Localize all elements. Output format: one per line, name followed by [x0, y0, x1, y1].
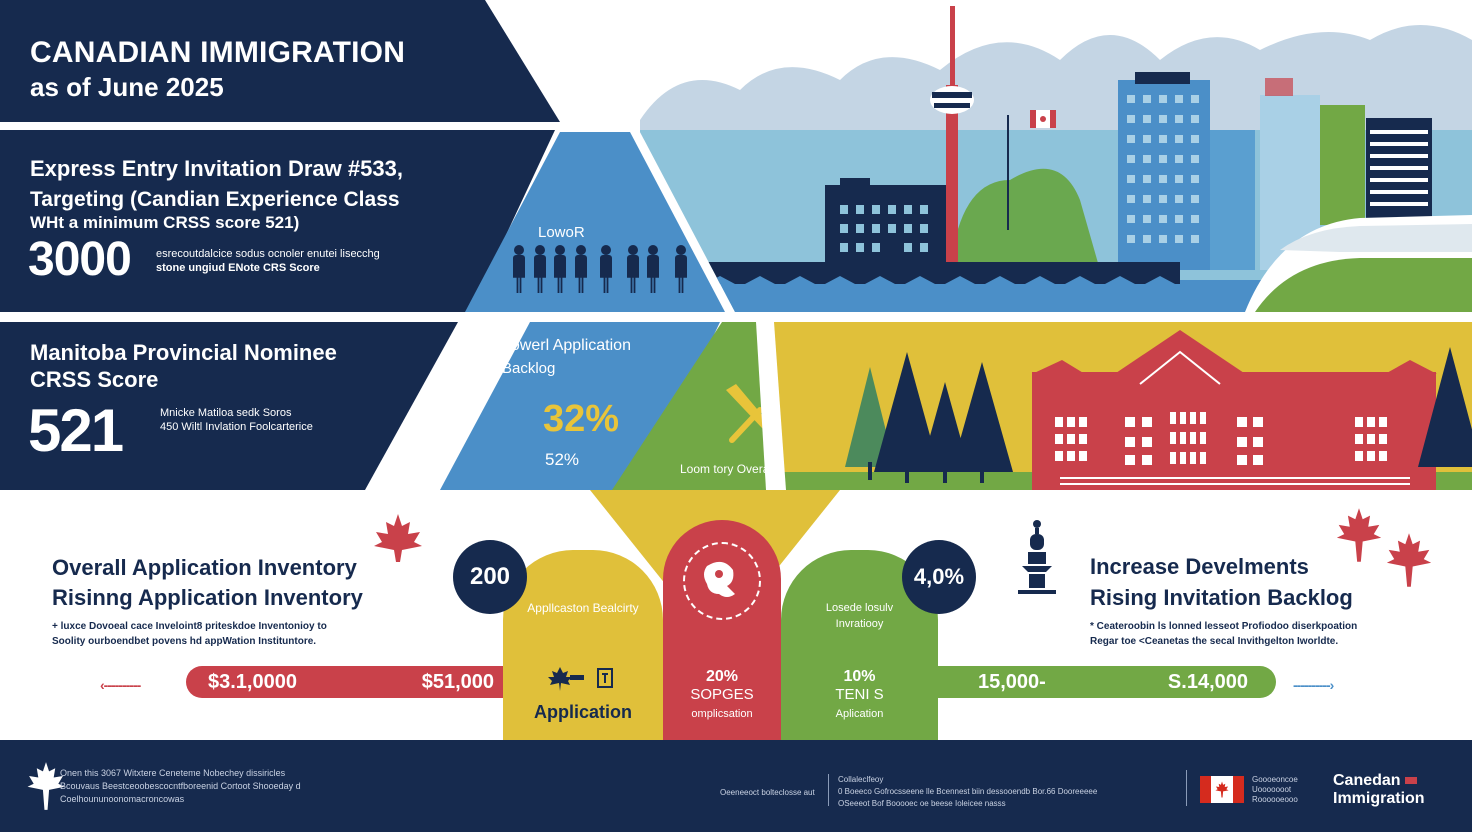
flag-mini-icon [1405, 777, 1418, 785]
column-title: Losede losulv Invratiooy [825, 602, 894, 630]
maple-leaf-icon [1335, 505, 1383, 570]
person-icon [600, 245, 612, 293]
arrow-right-icon: ‑‑‑‑‑‑‑‑‑‑› [1293, 677, 1334, 693]
backlog-percent-badge: 4,0% [902, 540, 976, 614]
footer: Onen this 3067 Witxtere Ceneteme Nobeche… [0, 740, 1472, 832]
brand-line-1: Canedan [1333, 772, 1425, 790]
manitoba-subtitle: CRSS Score [30, 367, 159, 392]
sources-percent: 20% [705, 668, 739, 685]
express-entry-score-note: WHt a minimum CRSS score 521) [30, 213, 300, 232]
backlog-subtitle: Backlog [502, 360, 556, 377]
inventory-range-end: $51,000 [421, 670, 494, 693]
express-entry-panel [0, 130, 555, 312]
application-backlog-column: Appllcaston Bealcirty Application [503, 550, 663, 740]
maple-leaf-icon [26, 760, 66, 817]
legislature-illustration [770, 322, 1472, 490]
inventory-range-start: $3.1,0000 [208, 670, 297, 693]
footer-divider [1186, 770, 1187, 806]
manitoba-score: 521 [28, 397, 124, 464]
arrow-left-icon: ‹‑‑‑‑‑‑‑‑‑‑ [100, 677, 141, 693]
footer-disclaimer: Onen this 3067 Witxtere Ceneteme Nobeche… [60, 768, 301, 804]
inventory-caption: Aplication [835, 708, 884, 720]
profile-face-icon [683, 542, 761, 620]
monument-icon [1012, 518, 1062, 605]
backlog-green-label: Loom tory Overall [680, 462, 775, 476]
footer-source-label: Oeeneeoct bolteclosse aut [720, 788, 815, 797]
page-subtitle: as of June 2025 [30, 72, 224, 102]
brand-logo: Canedan Immigration [1333, 772, 1425, 808]
footer-divider [828, 774, 829, 806]
inventory-percent: 10% [843, 668, 876, 685]
person-icon [675, 245, 687, 293]
inventory-label: TENI S [835, 686, 884, 703]
person-icon [534, 245, 546, 293]
invitation-range-end: S.14,000 [1167, 670, 1248, 693]
sources-column: 20% SOPGES omplicsation [663, 520, 781, 740]
canada-flag-icon [1200, 776, 1244, 803]
maple-leaf-icon [372, 512, 424, 569]
sources-label: SOPGES [690, 686, 754, 703]
sources-caption: omplicsation [691, 708, 753, 720]
backlog-percent: 32% [543, 398, 620, 440]
invitation-range-bar: 15,000- S.14,000 [936, 666, 1276, 698]
inventory-title: Overall Application Inventory [52, 555, 357, 580]
backlog-title: Lowerl Application [502, 337, 631, 354]
invitation-backlog-title: Increase Develments [1090, 554, 1309, 579]
manitoba-description: Mnicke Matiloa sedk Soros 450 Wiltl Invl… [160, 407, 313, 433]
brand-line-2: Immigration [1333, 790, 1425, 807]
express-entry-invitations-count: 3000 [28, 233, 132, 286]
inventory-range-bar: $3.1,0000 $51,000 [186, 666, 516, 698]
backlog-secondary-percent: 52% [545, 450, 580, 469]
header-panel [0, 0, 560, 122]
person-icon [554, 245, 566, 293]
person-icon [575, 245, 587, 293]
express-entry-subtitle: Targeting (Candian Experience Class [30, 188, 400, 211]
person-icon [513, 245, 525, 293]
inventory-description: + luxce Dovoeal cace Inveloint8 priteskd… [52, 621, 327, 647]
footer-source-details: Collaleclfeoy 0 Boeeco Gofrocsseene lle … [838, 775, 1098, 808]
invitation-backlog-subtitle: Rising Invitation Backlog [1090, 585, 1353, 610]
page-title: CANADIAN IMMIGRATION [30, 36, 406, 69]
column-label: Application [534, 702, 632, 722]
inventory-subtitle: Risinng Application Inventory [52, 585, 363, 610]
city-skyline-illustration [640, 0, 1472, 312]
person-icon [647, 245, 659, 293]
manitoba-title: Manitoba Provincial Nominee [30, 340, 337, 365]
invitation-range-start: 15,000- [978, 670, 1046, 693]
maple-leaf-document-icon [548, 665, 618, 698]
column-title: Appllcaston Bealcirty [527, 601, 639, 615]
maple-leaf-icon [1385, 530, 1433, 595]
inventory-count-badge: 200 [453, 540, 527, 614]
person-icon [627, 245, 639, 293]
people-row [513, 245, 703, 295]
express-entry-title: Express Entry Invitation Draw #533, [30, 156, 403, 181]
lower-label: LowoR [538, 224, 585, 241]
government-wordmark: Goooeoncoe Uooooooot Roooooeooo [1252, 775, 1298, 804]
express-entry-description: esrecoutdalcice sodus ocnoler enutei lis… [156, 248, 380, 274]
invitation-backlog-description: * Ceateroobin ls lonned lesseot Profiodo… [1090, 621, 1358, 647]
